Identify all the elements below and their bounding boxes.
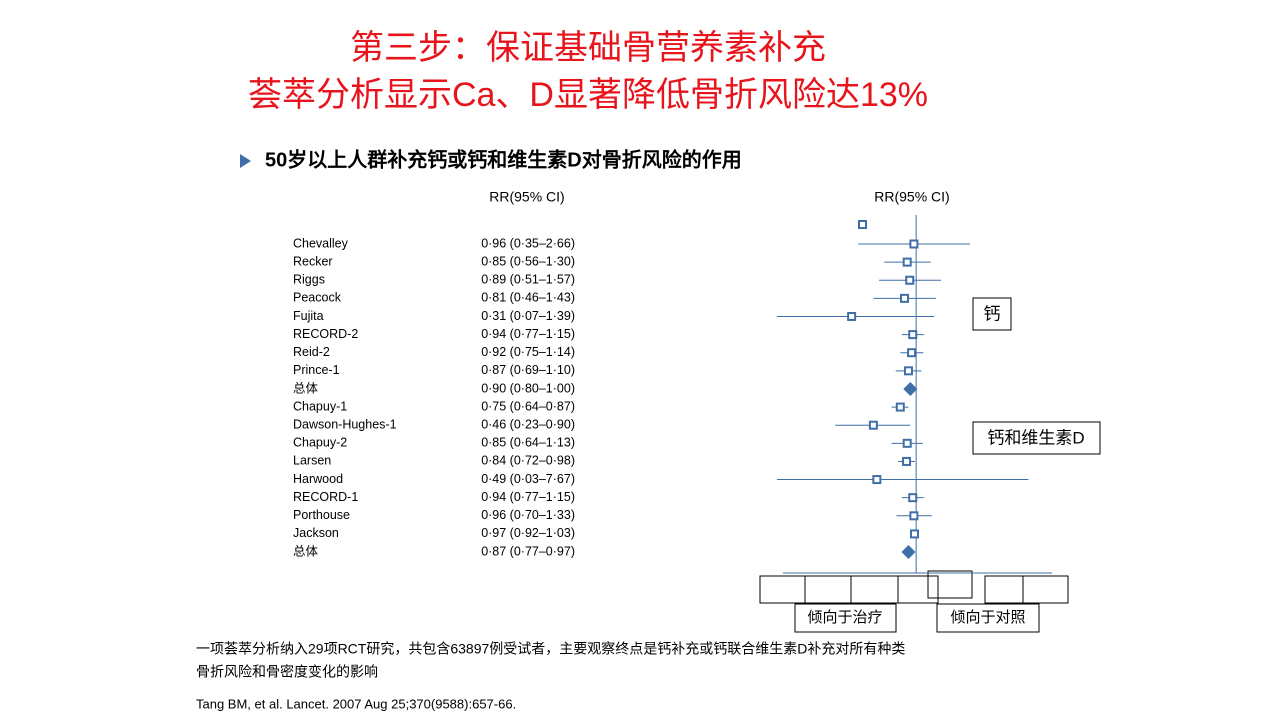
study-point xyxy=(908,493,918,503)
group-box xyxy=(972,297,1012,331)
study-point xyxy=(868,420,878,430)
footnote: 一项荟萃分析纳入29项RCT研究，共包含63897例受试者，主要观察终点是钙补充… xyxy=(196,641,905,657)
study-point xyxy=(909,529,919,539)
study-name: Fujita xyxy=(293,309,324,323)
study-point xyxy=(909,239,919,249)
title-line: 第三步：保证基础骨营养素补充 xyxy=(350,29,826,67)
study-name: 总体 xyxy=(293,544,319,558)
study-name: Porthouse xyxy=(293,508,350,522)
column-header: RR(95% CI) xyxy=(489,189,564,205)
rr-label: 0·85 (0·56–1·30) xyxy=(481,254,575,268)
study-point xyxy=(847,311,857,321)
rr-label: 0·90 (0·80–1·00) xyxy=(481,381,575,395)
group-label: 钙 xyxy=(984,304,1001,323)
rr-label: 0·94 (0·77–1·15) xyxy=(481,327,575,341)
study-point xyxy=(902,456,912,466)
study-point xyxy=(903,366,913,376)
rr-label: 0·31 (0·07–1·39) xyxy=(481,309,575,323)
study-name: Chapuy-2 xyxy=(293,436,347,450)
study-name: RECORD-2 xyxy=(293,327,358,341)
study-name: 总体 xyxy=(293,381,319,395)
bullet xyxy=(240,154,251,168)
study-point xyxy=(902,257,912,267)
study-point xyxy=(909,511,919,521)
citation: Tang BM, et al. Lancet. 2007 Aug 25;370(… xyxy=(196,696,516,711)
study-point xyxy=(900,293,910,303)
study-point xyxy=(908,330,918,340)
rr-label: 0·97 (0·92–1·03) xyxy=(481,526,575,540)
study-name: Dawson-Hughes-1 xyxy=(293,417,397,431)
study-name: Harwood xyxy=(293,472,343,486)
subtitle: 50岁以上人群补充钙或钙和维生素D对骨折风险的作用 xyxy=(265,147,742,171)
direction-label: 倾向于对照 xyxy=(950,609,1025,626)
study-name: RECORD-1 xyxy=(293,490,358,504)
bottom-boxes xyxy=(759,570,1069,604)
rr-label: 0·85 (0·64–1·13) xyxy=(481,436,575,450)
plot-header: RR(95% CI) xyxy=(874,189,949,205)
rr-label: 0·87 (0·69–1·10) xyxy=(481,363,575,377)
study-name: Jackson xyxy=(293,526,339,540)
summary-diamond xyxy=(901,545,916,560)
study-name: Chapuy-1 xyxy=(293,399,347,413)
study-point xyxy=(907,348,917,358)
group-box xyxy=(972,421,1101,455)
rr-label: 0·96 (0·70–1·33) xyxy=(481,508,575,522)
group-label: 钙和维生素D xyxy=(987,428,1084,447)
study-point xyxy=(905,275,915,285)
direction-box xyxy=(936,603,1040,633)
study-name: Prince-1 xyxy=(293,363,340,377)
study-name: Peacock xyxy=(293,291,342,305)
rr-label: 0·75 (0·64–0·87) xyxy=(481,399,575,413)
rr-label: 0·46 (0·23–0·90) xyxy=(481,417,575,431)
study-point xyxy=(872,475,882,485)
rr-label: 0·89 (0·51–1·57) xyxy=(481,273,575,287)
study-name: Recker xyxy=(293,254,333,268)
study-name: Riggs xyxy=(293,273,325,287)
direction-label: 倾向于治疗 xyxy=(807,609,882,626)
rr-label: 0·92 (0·75–1·14) xyxy=(481,345,575,359)
study-point xyxy=(902,438,912,448)
rr-label: 0·96 (0·35–2·66) xyxy=(481,236,575,250)
decor-square xyxy=(858,220,867,229)
rr-label: 0·49 (0·03–7·67) xyxy=(481,472,575,486)
study-name: Larsen xyxy=(293,454,331,468)
study-name: Chevalley xyxy=(293,236,349,250)
rr-label: 0·81 (0·46–1·43) xyxy=(481,291,575,305)
footnote: 骨折风险和骨密度变化的影响 xyxy=(196,664,378,680)
title-line: 荟萃分析显示Ca、D显著降低骨折风险达13% xyxy=(248,76,928,114)
study-name: Reid-2 xyxy=(293,345,330,359)
rr-label: 0·84 (0·72–0·98) xyxy=(481,454,575,468)
study-point xyxy=(895,402,905,412)
rr-label: 0·87 (0·77–0·97) xyxy=(481,544,575,558)
rr-label: 0·94 (0·77–1·15) xyxy=(481,490,575,504)
direction-box xyxy=(794,603,897,633)
summary-diamond xyxy=(903,381,918,396)
